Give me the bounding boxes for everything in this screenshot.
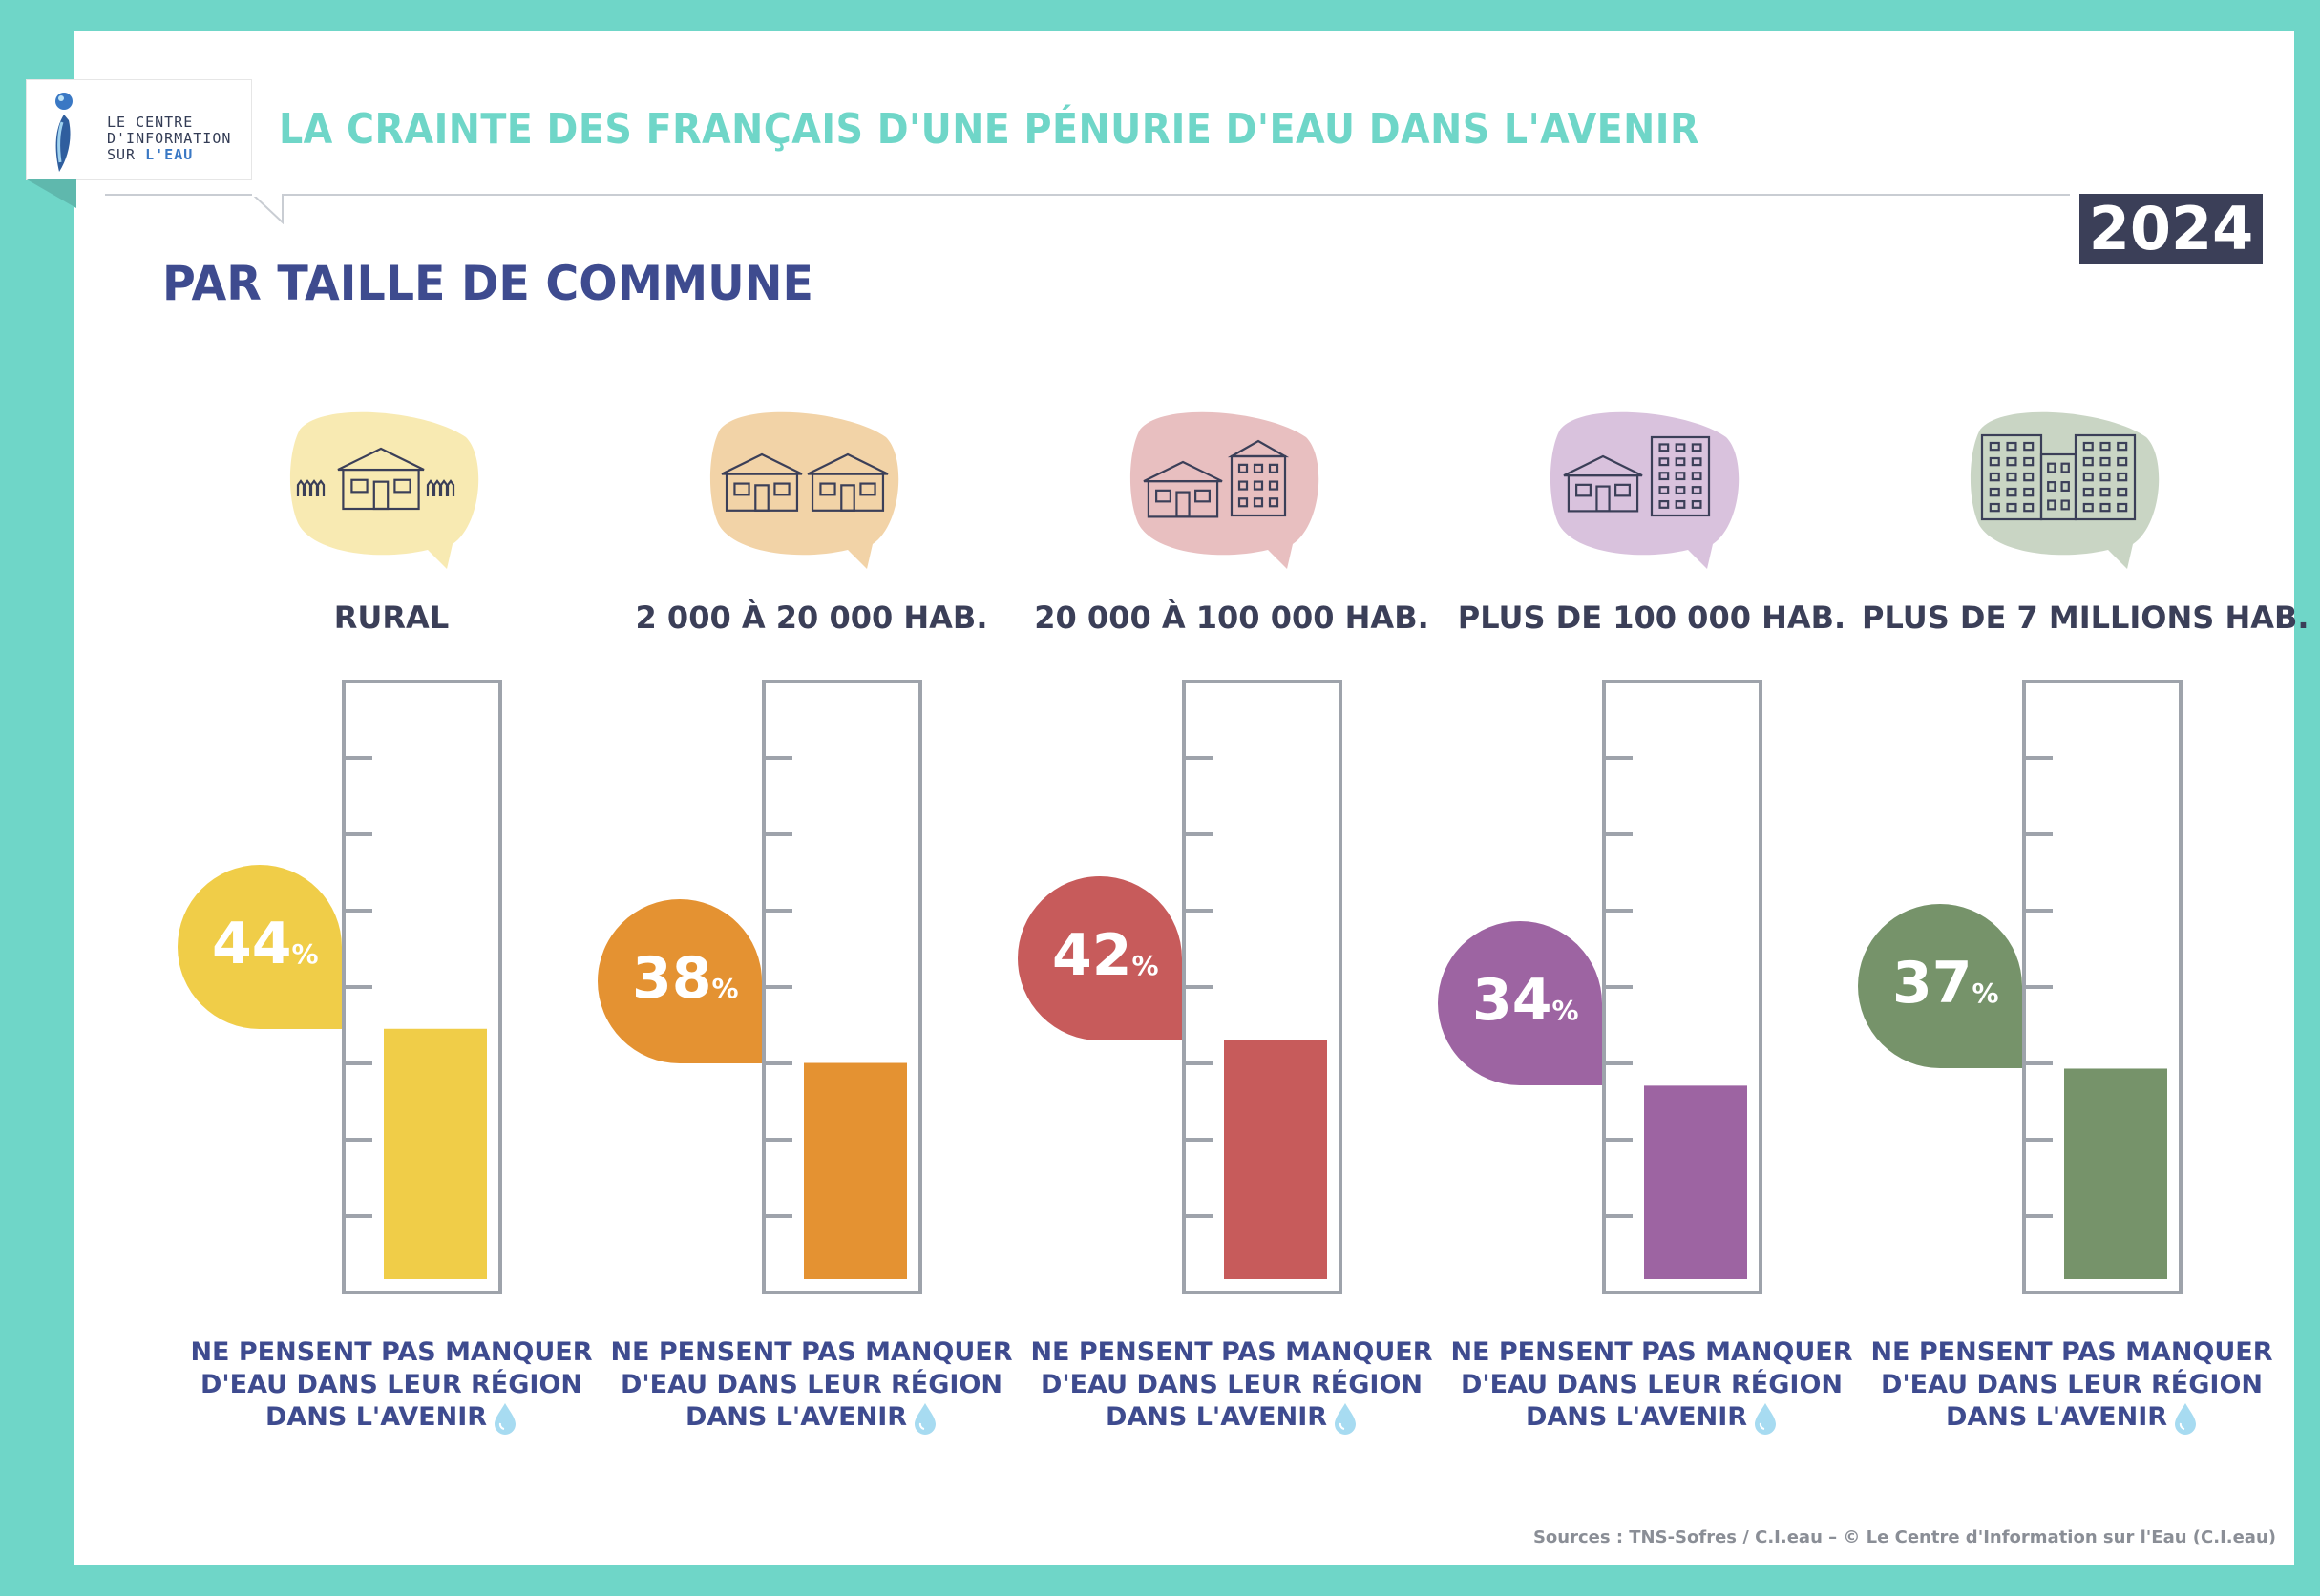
value-bubble bbox=[598, 898, 762, 1063]
category-label: PLUS DE 7 MILLIONS HAB. bbox=[1862, 599, 2309, 636]
category-label: PLUS DE 100 000 HAB. bbox=[1457, 599, 1846, 636]
category-column: RURAL 44% NE PENSENT PAS MANQUER D'EAU DANS… bbox=[178, 0, 601, 1596]
bar-caption: NE PENSENT PAS MANQUER D'EAU DANS LEUR RÉ… bbox=[181, 1336, 601, 1435]
logo-line-2: D'INFORMATION bbox=[107, 130, 232, 147]
year-badge: 2024 bbox=[2079, 194, 2263, 264]
bar-fill bbox=[384, 1028, 487, 1279]
value-unit: % bbox=[1551, 995, 1579, 1027]
caption-line: D'EAU DANS LEUR RÉGION bbox=[620, 1370, 1003, 1399]
caption-line: DANS L'AVENIR bbox=[1862, 1401, 2282, 1435]
caption-line: DANS L'AVENIR bbox=[1022, 1401, 1442, 1435]
category-label: RURAL bbox=[333, 599, 450, 636]
logo-accent: L'EAU bbox=[145, 146, 194, 163]
value-unit: % bbox=[1131, 949, 1159, 981]
house-and-building-icon bbox=[1129, 411, 1319, 569]
caption-line: NE PENSENT PAS MANQUER bbox=[190, 1337, 593, 1367]
gauge-tube bbox=[342, 680, 502, 1294]
caption-line: D'EAU DANS LEUR RÉGION bbox=[1040, 1370, 1424, 1399]
rural-house-icon bbox=[289, 411, 479, 569]
logo-line-1: LE CENTRE bbox=[107, 114, 194, 131]
value-number: 37 bbox=[1892, 950, 1972, 1018]
gauge-tube bbox=[1182, 680, 1342, 1294]
bar-caption: NE PENSENT PAS MANQUER D'EAU DANS LEUR RÉ… bbox=[601, 1336, 1022, 1435]
caption-line: DANS L'AVENIR bbox=[181, 1401, 601, 1435]
water-drop-icon bbox=[1755, 1402, 1777, 1435]
title-divider bbox=[105, 194, 2070, 196]
value-bubble bbox=[1858, 904, 2022, 1069]
caption-line: NE PENSENT PAS MANQUER bbox=[610, 1337, 1013, 1367]
logo-line-3: SUR bbox=[107, 146, 146, 163]
caption-line: DANS L'AVENIR bbox=[1442, 1401, 1862, 1435]
water-drop-icon bbox=[915, 1402, 937, 1435]
source-note: Sources : TNS-Sofres / C.I.eau – © Le Ce… bbox=[1532, 1527, 2276, 1547]
category-column: 2 000 À 20 000 HAB. 38% NE PENSENT PAS MAN… bbox=[598, 0, 1022, 1596]
water-drop-icon bbox=[495, 1402, 517, 1435]
category-column: PLUS DE 7 MILLIONS HAB. 37% NE PENSENT PAS… bbox=[1858, 0, 2309, 1596]
section-subtitle: PAR TAILLE DE COMMUNE bbox=[162, 256, 813, 311]
value-label: 37% bbox=[1892, 950, 1999, 1017]
bar-caption: NE PENSENT PAS MANQUER D'EAU DANS LEUR RÉ… bbox=[1442, 1336, 1862, 1435]
water-drop-logo-icon bbox=[55, 93, 73, 172]
bar-caption: NE PENSENT PAS MANQUER D'EAU DANS LEUR RÉ… bbox=[1022, 1336, 1442, 1435]
value-label: 38% bbox=[632, 945, 739, 1012]
bar-fill bbox=[2064, 1068, 2167, 1279]
page-title: LA CRAINTE DES FRANÇAIS D'UNE PÉNURIE D'… bbox=[279, 105, 1699, 154]
value-bubble bbox=[178, 864, 342, 1029]
category-column: PLUS DE 100 000 HAB. 34% NE PENSENT PAS MA… bbox=[1438, 0, 1862, 1596]
value-bubble bbox=[1438, 921, 1602, 1086]
bar-fill bbox=[1644, 1085, 1747, 1279]
value-label: 44% bbox=[212, 911, 319, 977]
bar-fill bbox=[1224, 1040, 1327, 1279]
water-drop-icon bbox=[1335, 1402, 1357, 1435]
apartment-blocks-icon bbox=[1970, 411, 2160, 569]
gauge-tube bbox=[1602, 680, 1762, 1294]
value-number: 42 bbox=[1052, 921, 1132, 989]
caption-line: D'EAU DANS LEUR RÉGION bbox=[200, 1370, 583, 1399]
caption-line: NE PENSENT PAS MANQUER bbox=[1870, 1337, 2273, 1367]
bar-fill bbox=[804, 1062, 907, 1279]
value-number: 38 bbox=[632, 944, 712, 1012]
category-label: 20 000 À 100 000 HAB. bbox=[1034, 599, 1429, 636]
value-bubble bbox=[1018, 875, 1182, 1040]
value-unit: % bbox=[1972, 977, 1999, 1010]
gauge-tube bbox=[2022, 680, 2183, 1294]
value-number: 44 bbox=[212, 910, 292, 977]
category-label: 2 000 À 20 000 HAB. bbox=[635, 599, 988, 636]
value-label: 34% bbox=[1472, 967, 1579, 1034]
caption-line: DANS L'AVENIR bbox=[601, 1401, 1022, 1435]
house-and-tower-icon bbox=[1550, 411, 1740, 569]
bar-caption: NE PENSENT PAS MANQUER D'EAU DANS LEUR RÉ… bbox=[1862, 1336, 2282, 1435]
caption-line: D'EAU DANS LEUR RÉGION bbox=[1460, 1370, 1844, 1399]
two-houses-icon bbox=[709, 411, 899, 569]
category-column: 20 000 À 100 000 HAB. 42% NE PENSENT PAS M… bbox=[1018, 0, 1442, 1596]
caption-line: NE PENSENT PAS MANQUER bbox=[1450, 1337, 1853, 1367]
value-unit: % bbox=[711, 972, 739, 1004]
caption-line: NE PENSENT PAS MANQUER bbox=[1030, 1337, 1433, 1367]
gauge-tube bbox=[762, 680, 922, 1294]
logo-text: LE CENTRE D'INFORMATION SUR L'EAU bbox=[107, 115, 231, 163]
value-unit: % bbox=[291, 937, 319, 970]
caption-line: D'EAU DANS LEUR RÉGION bbox=[1880, 1370, 2264, 1399]
logo-fold bbox=[27, 179, 76, 208]
value-number: 34 bbox=[1472, 967, 1552, 1035]
water-drop-icon bbox=[2175, 1402, 2197, 1435]
value-label: 42% bbox=[1052, 922, 1159, 989]
title-notch bbox=[252, 194, 284, 224]
